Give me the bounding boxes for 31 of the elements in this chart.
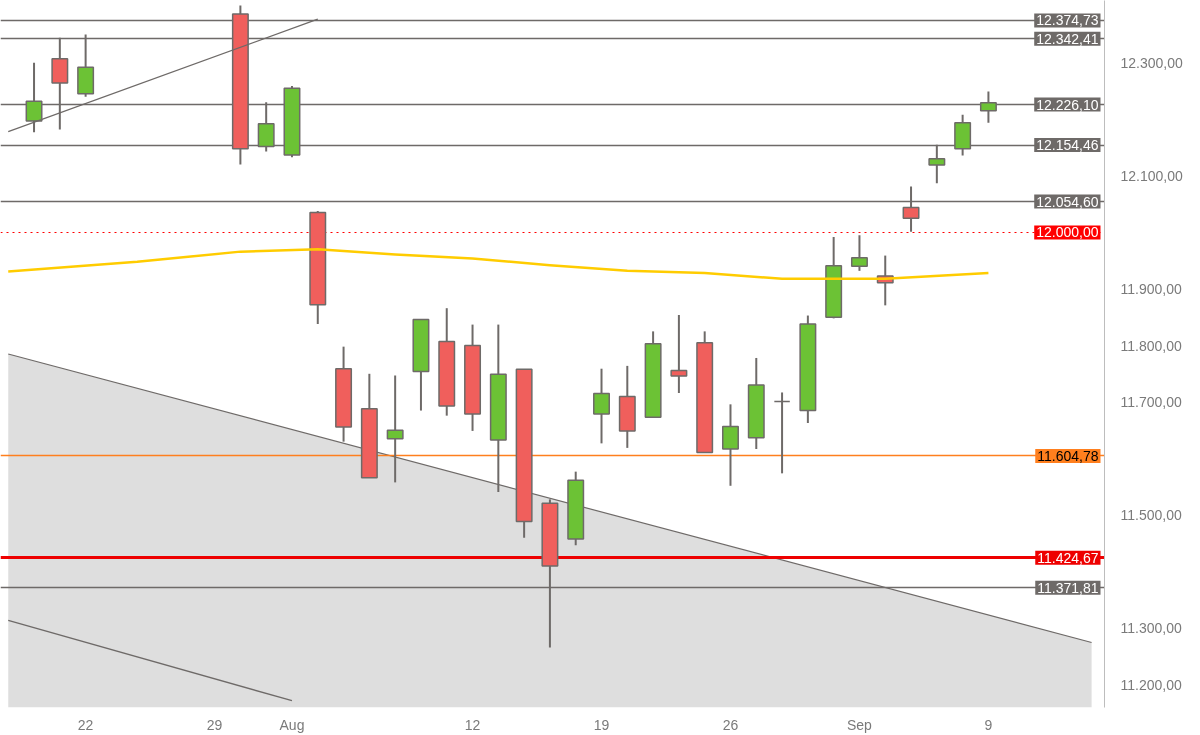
y-tick-label: 11.500,00 bbox=[1120, 507, 1182, 524]
ref-line-label: 11.371,81 bbox=[1037, 579, 1099, 596]
x-tick-label: 19 bbox=[593, 716, 610, 733]
x-tick-label: Sep bbox=[847, 716, 873, 733]
y-tick-label: 12.300,00 bbox=[1120, 54, 1183, 71]
candlestick bbox=[670, 313, 688, 395]
x-tick-label: 26 bbox=[722, 716, 739, 733]
y-tick-label: 11.300,00 bbox=[1120, 620, 1182, 637]
y-tick-label: 11.900,00 bbox=[1120, 280, 1182, 297]
ref-line-label: 12.374,73 bbox=[1036, 12, 1099, 29]
ref-line-label: 12.226,10 bbox=[1036, 96, 1099, 113]
candlestick bbox=[721, 403, 739, 487]
x-tick-label: 12 bbox=[464, 716, 481, 733]
y-tick-label: 11.800,00 bbox=[1120, 337, 1182, 354]
x-tick-label: 29 bbox=[206, 716, 223, 733]
x-tick-label: 9 bbox=[984, 716, 993, 733]
ref-line-label: 12.054,60 bbox=[1036, 193, 1099, 210]
candlestick bbox=[850, 234, 868, 272]
y-tick-label: 11.200,00 bbox=[1120, 676, 1182, 693]
y-tick-label: 11.700,00 bbox=[1120, 394, 1182, 411]
x-tick-label: Aug bbox=[279, 716, 305, 733]
ref-line-label: 12.000,00 bbox=[1036, 224, 1099, 241]
candlestick bbox=[593, 367, 610, 445]
ref-line-label: 11.604,78 bbox=[1037, 447, 1099, 464]
candlestick bbox=[386, 374, 404, 484]
y-tick-label: 12.100,00 bbox=[1120, 167, 1183, 184]
ref-line-label: 12.342,41 bbox=[1036, 30, 1099, 47]
ref-line-label: 11.424,67 bbox=[1037, 549, 1099, 566]
ref-line-label: 12.154,46 bbox=[1036, 137, 1099, 154]
x-tick-label: 22 bbox=[77, 716, 94, 733]
candlestick bbox=[773, 391, 791, 475]
